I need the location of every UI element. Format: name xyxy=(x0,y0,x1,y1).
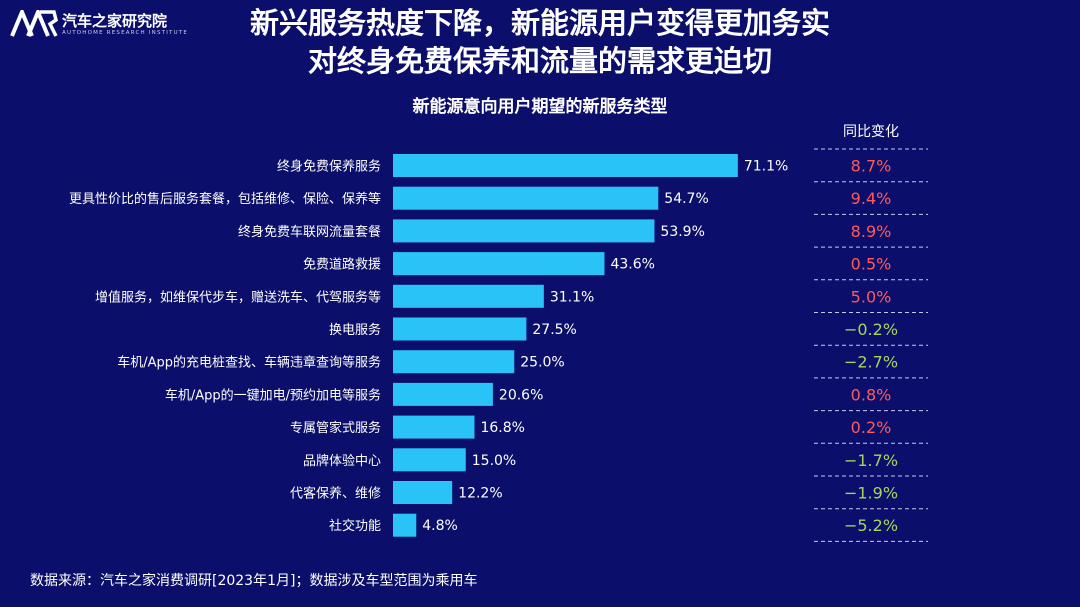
value-label: 27.5% xyxy=(532,322,576,338)
yoy-value: −5.2% xyxy=(844,516,898,535)
bar xyxy=(393,284,544,308)
bar xyxy=(393,513,417,537)
category-label: 免费道路救援 xyxy=(303,257,381,273)
logo-subtext: AUTOHOME RESEARCH INSTITUTE xyxy=(62,30,189,36)
category-label: 终身免费车联网流量套餐 xyxy=(238,224,381,240)
bar xyxy=(393,448,466,472)
category-label: 增值服务，如维保代步车，赠送洗车、代驾服务等 xyxy=(95,289,381,305)
value-label: 4.8% xyxy=(422,518,458,534)
yoy-value: −1.9% xyxy=(844,484,898,503)
category-label: 代客保养、维修 xyxy=(290,486,381,502)
bar xyxy=(393,154,738,177)
yoy-value: 8.9% xyxy=(851,222,892,241)
yoy-value: 0.8% xyxy=(851,385,892,404)
logo-text: 汽车之家研究院 xyxy=(62,12,168,30)
value-label: 54.7% xyxy=(664,191,708,207)
bar xyxy=(393,415,475,439)
bar xyxy=(393,382,493,406)
category-label: 社交功能 xyxy=(329,518,381,534)
yoy-value: 5.0% xyxy=(851,287,892,306)
value-label: 71.1% xyxy=(744,159,788,175)
value-label: 31.1% xyxy=(550,289,594,305)
value-label: 16.8% xyxy=(480,420,524,436)
yoy-column-header: 同比变化 xyxy=(843,124,899,140)
value-label: 12.2% xyxy=(458,486,502,502)
chart-title: 新能源意向用户期望的新服务类型 xyxy=(412,97,668,117)
category-label: 车机/App的一键加电/预约加电等服务 xyxy=(165,387,381,403)
bar xyxy=(393,219,655,243)
bar xyxy=(393,186,659,210)
category-label: 换电服务 xyxy=(329,322,381,338)
value-label: 25.0% xyxy=(520,355,564,371)
bar xyxy=(393,350,515,374)
logo-mark xyxy=(10,10,58,37)
title-line-2: 对终身免费保养和流量的需求更迫切 xyxy=(307,44,772,78)
yoy-value: 8.7% xyxy=(851,157,892,176)
value-label: 20.6% xyxy=(499,387,543,403)
bar xyxy=(393,252,605,276)
title-line-1: 新兴服务热度下降，新能源用户变得更加务实 xyxy=(249,6,830,40)
yoy-value: 0.2% xyxy=(851,418,892,437)
value-label: 15.0% xyxy=(472,453,516,469)
value-label: 53.9% xyxy=(660,224,704,240)
data-source-note: 数据来源：汽车之家消费调研[2023年1月]；数据涉及车型范围为乘用车 xyxy=(30,573,478,589)
category-label: 专属管家式服务 xyxy=(290,420,381,436)
bar xyxy=(393,317,527,341)
yoy-value: 9.4% xyxy=(851,189,892,208)
category-label: 车机/App的充电桩查找、车辆违章查询等服务 xyxy=(117,355,381,371)
category-label: 终身免费保养服务 xyxy=(277,159,381,175)
yoy-value: −2.7% xyxy=(844,353,898,372)
yoy-value: 0.5% xyxy=(851,255,892,274)
value-label: 43.6% xyxy=(610,257,654,273)
bar xyxy=(393,481,453,504)
yoy-value: −0.2% xyxy=(844,320,898,339)
yoy-value: −1.7% xyxy=(844,451,898,470)
category-label: 品牌体验中心 xyxy=(303,453,381,469)
page-title: 新兴服务热度下降，新能源用户变得更加务实 对终身免费保养和流量的需求更迫切 xyxy=(0,4,1080,80)
category-label: 更具性价比的售后服务套餐，包括维修、保险、保养等 xyxy=(69,191,381,207)
